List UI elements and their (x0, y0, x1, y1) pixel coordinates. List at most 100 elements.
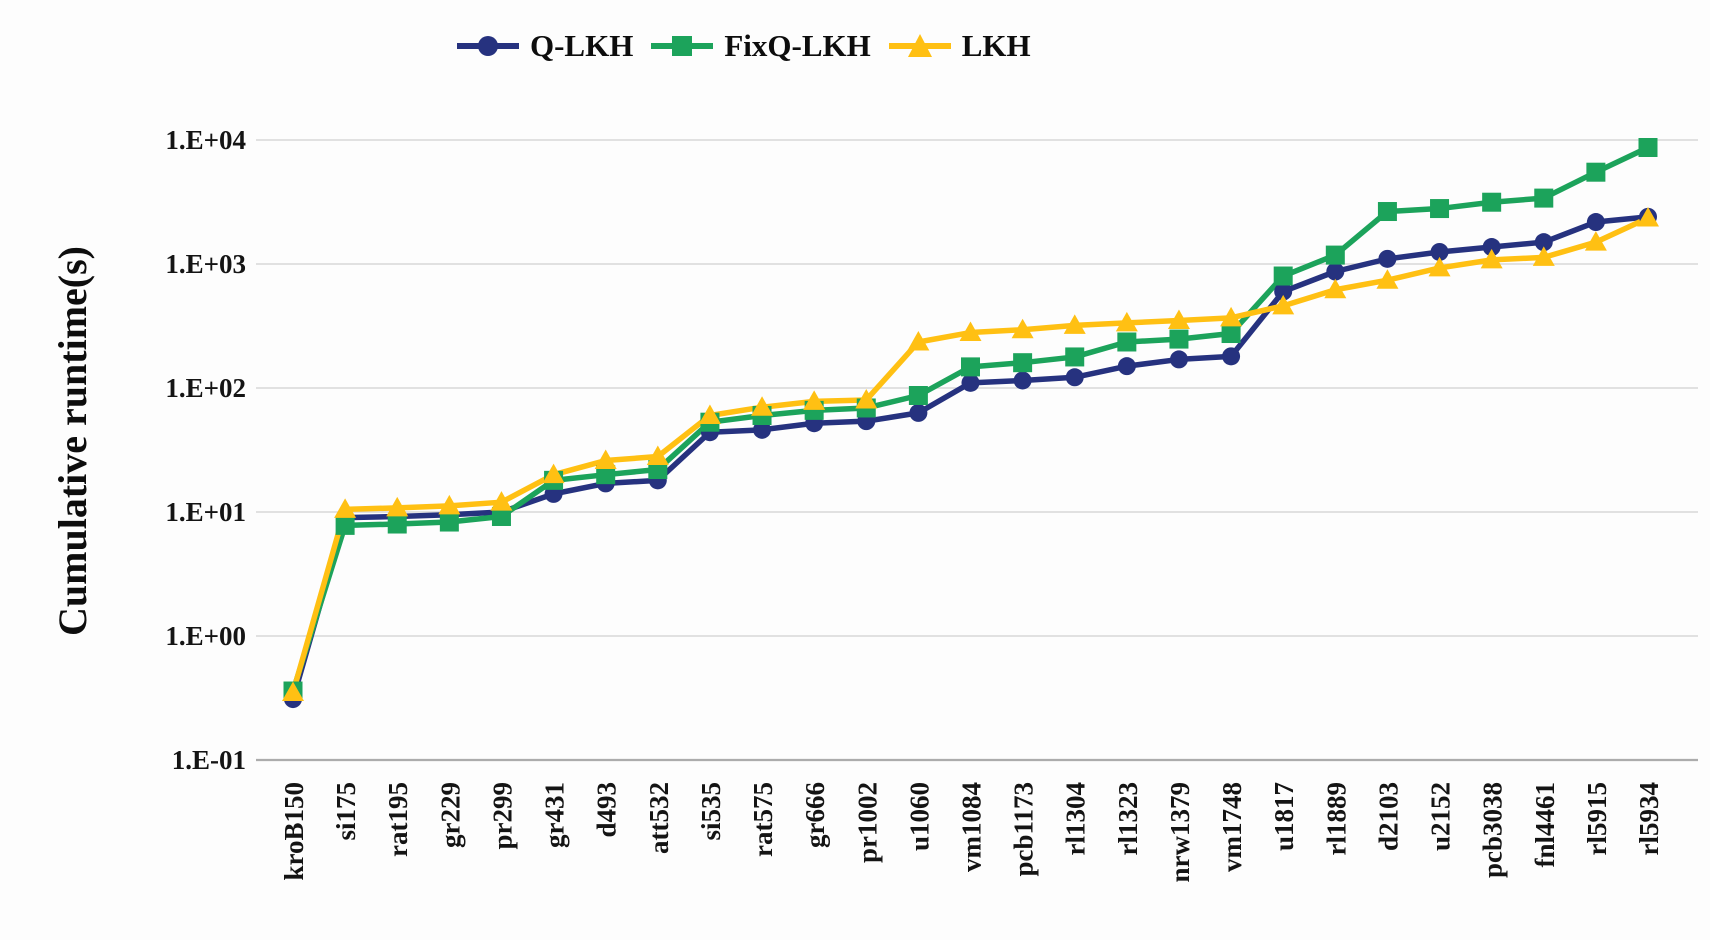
series-fixq-lkh-point-marker (1273, 266, 1293, 286)
series-lkh-point-marker (1324, 278, 1347, 299)
x-tick-label: rl5934 (1634, 782, 1664, 856)
x-tick-label: rat575 (748, 782, 778, 857)
x-tick-label: rl1304 (1061, 782, 1091, 856)
series-lkh-point-marker (855, 389, 878, 409)
series-fixq-lkh-point-marker (1065, 347, 1085, 367)
y-tick-label: 1.E+01 (165, 497, 246, 527)
series-fixq-lkh-point-marker (1534, 188, 1554, 208)
fixq-lkh-line-square-marker-icon (651, 36, 714, 56)
x-tick-label: rl5915 (1582, 782, 1612, 856)
series-q-lkh-point-marker (1534, 233, 1553, 252)
series-lkh-point-marker (751, 396, 774, 416)
series-fixq-lkh-point-marker (596, 465, 616, 485)
series-lkh-point-marker (594, 449, 617, 470)
x-tick-label: u1060 (904, 782, 934, 851)
series-fixq-lkh-point-marker (1013, 353, 1033, 373)
y-tick-label: 1.E-01 (172, 745, 246, 775)
series-lkh-point-marker (1428, 256, 1451, 277)
x-tick-label: gr431 (540, 782, 570, 848)
series-lkh-point-marker (1115, 311, 1138, 332)
x-tick-label: u2152 (1426, 782, 1456, 851)
y-tick-label: 1.E+00 (165, 621, 246, 651)
series-lkh-point-marker (438, 494, 461, 515)
x-tick-label: rl1323 (1113, 782, 1143, 856)
series-lkh-point-marker (959, 321, 982, 342)
x-tick-label: gr666 (800, 782, 830, 848)
series-lkh-point-marker (1167, 309, 1190, 330)
series-q-lkh-point-marker (1430, 242, 1449, 261)
chart-legend: Q-LKH FixQ-LKH LKH (455, 28, 1031, 64)
series-q-lkh-point-marker (1117, 357, 1136, 376)
series-line-fixq-lkh (290, 144, 1651, 694)
series-fixq-lkh-point-marker (1169, 329, 1189, 349)
series-lkh-point-marker (334, 498, 357, 518)
x-tick-label: pr1002 (852, 782, 882, 863)
series-lkh-point-marker (282, 681, 304, 702)
y-axis-title: Cumulative runtime(s) (50, 246, 95, 636)
q-lkh-line-circle-marker-icon (457, 36, 519, 56)
series-fixq-lkh-point-marker (1586, 162, 1606, 182)
x-tick-label: kroB150 (279, 782, 309, 881)
legend-marker (672, 36, 693, 56)
series-lkh-point-marker (1637, 206, 1659, 227)
x-tick-label: si175 (331, 782, 361, 841)
x-tick-label: vm1084 (957, 782, 987, 872)
legend-label-fixq-lkh: FixQ-LKH (724, 28, 871, 63)
y-tick-label: 1.E+04 (165, 125, 246, 155)
x-tick-label: d493 (592, 782, 622, 838)
series-lkh-point-marker (490, 491, 513, 511)
series-lkh-point-marker (1376, 269, 1399, 289)
series-lkh-point-marker (1480, 248, 1503, 269)
series-lkh-point-marker (803, 390, 826, 410)
series-fixq-lkh-point-marker (1117, 332, 1137, 352)
series-fixq-lkh-point-marker (961, 357, 980, 377)
series-lkh-point-marker (1011, 318, 1034, 339)
x-tick-label: rl1889 (1321, 782, 1351, 856)
series-fixq-lkh-point-marker (439, 512, 459, 532)
legend-label-lkh: LKH (961, 28, 1031, 63)
x-tick-label: d2103 (1373, 782, 1403, 851)
series-fixq-lkh-point-marker (1221, 324, 1241, 344)
series-fixq-lkh-point-marker (1482, 192, 1502, 212)
series-line-q-lkh (290, 214, 1651, 702)
series-q-lkh-point-marker (909, 403, 928, 422)
series-q-lkh-point-marker (1378, 249, 1397, 268)
y-tick-label: 1.E+02 (165, 373, 246, 403)
series-lkh-point-marker (1220, 306, 1243, 327)
series-q-lkh-point-marker (1013, 371, 1032, 390)
y-tick-label: 1.E+03 (165, 249, 246, 279)
series-fixq-lkh-point-marker (908, 385, 928, 405)
x-tick-label: vm1748 (1217, 782, 1247, 872)
series-q-lkh-point-marker (1222, 347, 1241, 366)
x-tick-label: gr229 (435, 782, 465, 848)
legend-marker (478, 36, 498, 56)
series-line-lkh (290, 215, 1651, 696)
series-fixq-lkh-point-marker (1638, 137, 1658, 157)
series-fixq-lkh-point-marker (335, 515, 355, 535)
series-lkh-point-marker (646, 445, 669, 466)
series-lkh-point-marker (1532, 246, 1555, 266)
x-tick-label: si535 (696, 782, 726, 841)
series-q-lkh-point-marker (1482, 238, 1501, 257)
x-tick-label: rat195 (383, 782, 413, 857)
legend-label-q-lkh: Q-LKH (530, 28, 634, 63)
lkh-line-triangle-marker-icon (888, 34, 951, 57)
series-q-lkh-point-marker (961, 373, 980, 392)
series-fixq-lkh-point-marker (491, 506, 511, 526)
x-tick-label: pr299 (487, 782, 517, 850)
legend-marker (907, 34, 932, 57)
x-tick-label: pcb1173 (1009, 782, 1039, 877)
legend-item-q-lkh: Q-LKH (455, 28, 633, 64)
x-tick-label: nrw1379 (1165, 782, 1195, 883)
series-q-lkh-point-marker (1326, 262, 1345, 281)
series-q-lkh-point-marker (1065, 368, 1084, 387)
series-q-lkh-point-marker (1586, 213, 1605, 232)
series-lkh-point-marker (1584, 231, 1607, 251)
series-fixq-lkh-point-marker (1325, 245, 1345, 265)
series-fixq-lkh-point-marker (1377, 202, 1397, 222)
series-lkh-point-marker (1272, 294, 1295, 315)
x-tick-label: u1817 (1269, 782, 1299, 851)
series-lkh-point-marker (907, 330, 930, 351)
series-q-lkh-point-marker (1274, 282, 1293, 301)
